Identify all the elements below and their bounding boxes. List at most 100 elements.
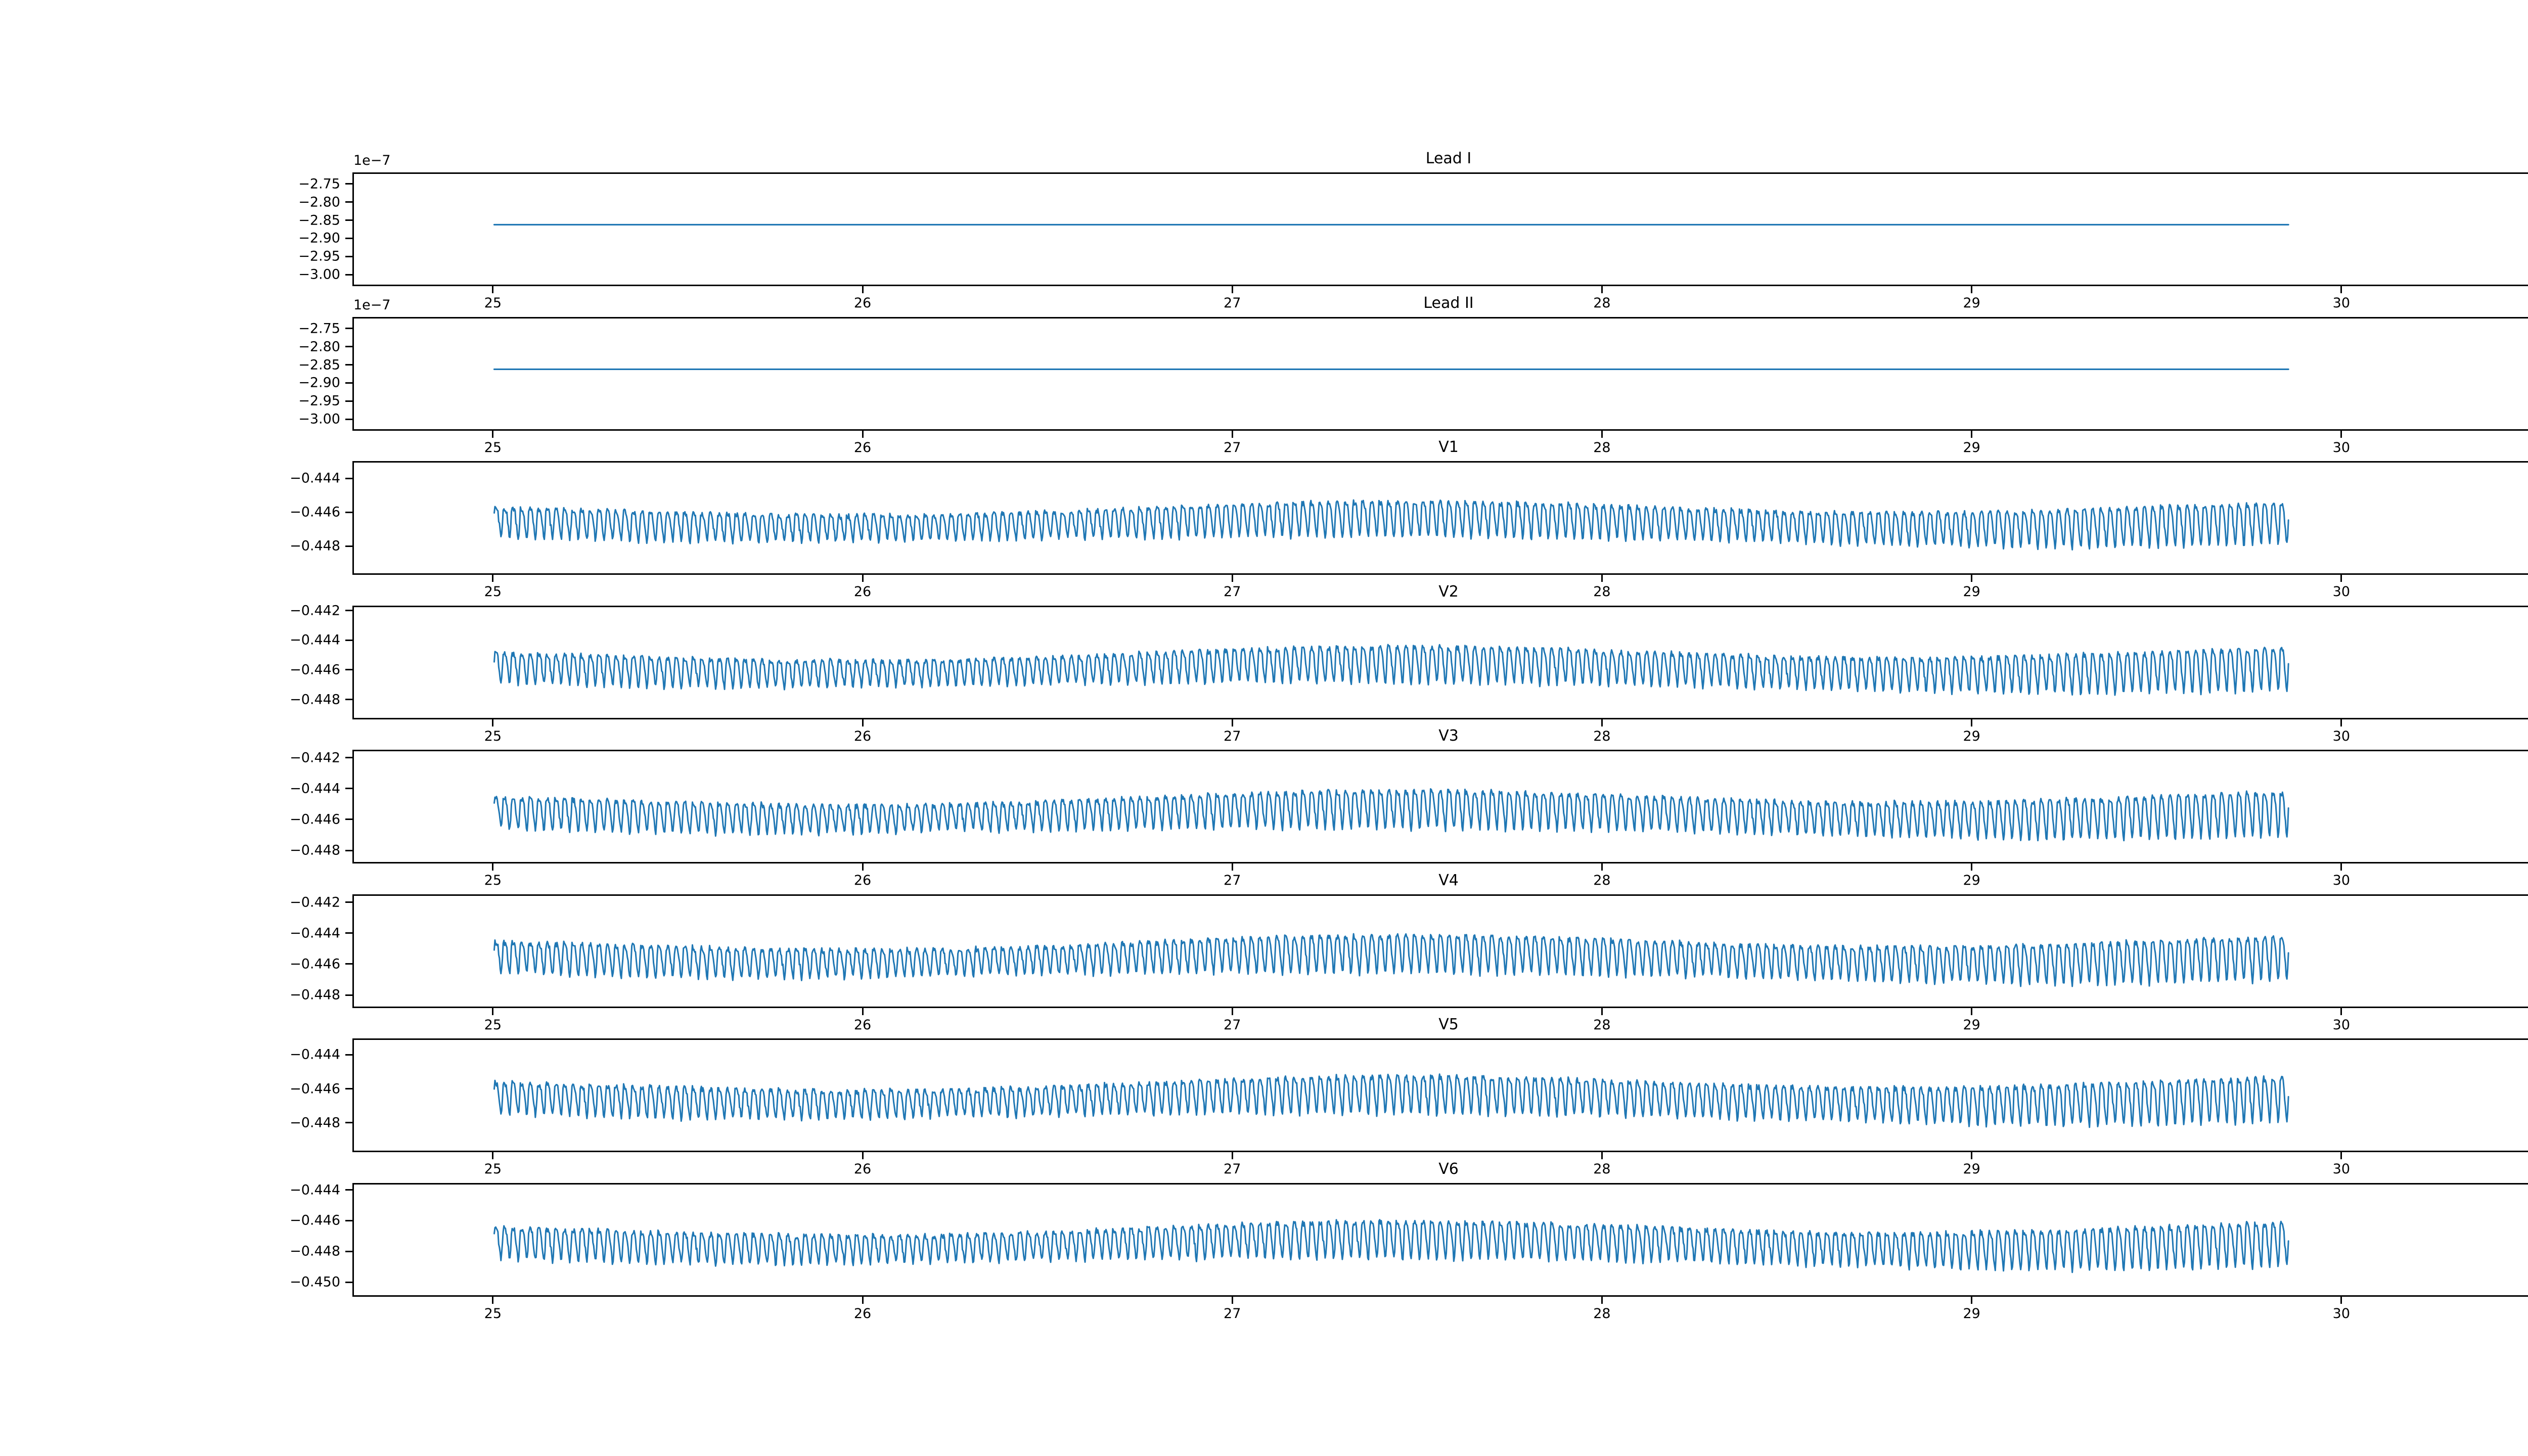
y-tick-label: −0.444 [290, 925, 340, 941]
signal-trace [493, 644, 2289, 696]
y-tick-mark [345, 669, 352, 671]
y-tick-label: −2.75 [298, 321, 340, 337]
y-tick-mark [345, 699, 352, 700]
x-tick-label: 27 [1224, 873, 1241, 888]
y-tick-label: −0.446 [290, 662, 340, 678]
x-tick-label: 26 [853, 1306, 872, 1322]
y-tick-label: −2.95 [298, 248, 340, 264]
x-tick-label: 28 [1593, 295, 1611, 311]
panel-title: Lead I [1425, 150, 1472, 167]
y-tick-label: −0.446 [290, 504, 340, 520]
x-tick-label: 28 [1593, 873, 1611, 888]
y-tick-mark [345, 382, 352, 384]
x-tick-mark [1971, 863, 1973, 871]
y-tick-mark [345, 818, 352, 821]
y-tick-mark [345, 418, 352, 420]
x-tick-label: 26 [853, 295, 872, 311]
x-tick-mark [862, 719, 864, 726]
signal-trace [493, 1219, 2289, 1273]
plot-area [352, 172, 2528, 286]
y-tick-label: −0.444 [290, 1046, 340, 1063]
plot-area [352, 606, 2528, 719]
x-tick-label: 27 [1224, 1017, 1241, 1033]
y-tick-mark [345, 963, 352, 965]
y-axis-offset-label: 1e−7 [353, 297, 391, 313]
x-tick-mark [1231, 575, 1233, 582]
x-tick-mark [1231, 1152, 1233, 1159]
x-tick-label: 27 [1224, 729, 1241, 744]
x-tick-label: 29 [1963, 295, 1980, 311]
x-tick-label: 28 [1593, 440, 1611, 456]
x-tick-mark [492, 719, 494, 726]
x-tick-mark [1601, 1152, 1603, 1159]
y-tick-label: −2.80 [298, 339, 340, 355]
y-tick-mark [345, 639, 352, 641]
y-tick-label: −0.442 [290, 750, 340, 766]
x-tick-label: 26 [853, 873, 872, 888]
x-tick-mark [1601, 431, 1603, 438]
x-tick-label: 27 [1224, 440, 1241, 456]
y-tick-mark [345, 610, 352, 612]
x-tick-mark [492, 286, 494, 293]
plot-area [352, 1038, 2528, 1152]
x-tick-mark [1971, 1152, 1973, 1159]
x-tick-label: 26 [853, 1161, 872, 1177]
x-tick-label: 25 [484, 729, 502, 744]
y-tick-mark [345, 328, 352, 330]
x-tick-mark [1971, 719, 1973, 726]
x-tick-mark [1231, 863, 1233, 871]
y-tick-mark [345, 219, 352, 221]
y-tick-label: −0.444 [290, 470, 340, 486]
y-tick-label: −0.446 [290, 811, 340, 828]
y-tick-label: −2.85 [298, 212, 340, 229]
y-tick-label: −0.444 [290, 632, 340, 648]
x-tick-label: 27 [1224, 295, 1241, 311]
x-tick-mark [2340, 1297, 2342, 1304]
plot-area [352, 750, 2528, 863]
y-tick-label: −0.448 [290, 842, 340, 858]
y-tick-mark [345, 901, 352, 903]
y-tick-label: −0.448 [290, 692, 340, 707]
x-tick-label: 25 [484, 440, 502, 456]
y-tick-mark [345, 477, 352, 479]
x-tick-label: 25 [484, 584, 502, 600]
x-tick-mark [1971, 431, 1973, 438]
panel-title: V1 [1438, 438, 1459, 456]
y-tick-label: −0.442 [290, 603, 340, 619]
x-tick-label: 30 [2332, 873, 2351, 888]
y-tick-label: −2.90 [298, 230, 340, 246]
y-tick-label: −3.00 [298, 411, 340, 427]
y-tick-label: −0.446 [290, 1081, 340, 1097]
y-tick-label: −0.448 [290, 987, 340, 1003]
x-tick-mark [1971, 1297, 1973, 1304]
x-tick-label: 28 [1593, 1161, 1611, 1177]
x-tick-mark [2340, 1008, 2342, 1015]
plot-area [352, 461, 2528, 575]
x-tick-mark [492, 575, 494, 582]
x-tick-label: 30 [2332, 440, 2351, 456]
x-tick-label: 28 [1593, 584, 1611, 600]
y-tick-mark [345, 994, 352, 996]
y-tick-mark [345, 1054, 352, 1056]
x-tick-label: 30 [2332, 729, 2351, 744]
x-tick-mark [862, 431, 864, 438]
y-tick-label: −0.448 [290, 538, 340, 554]
panel-title: V5 [1438, 1016, 1459, 1033]
x-tick-label: 26 [853, 584, 872, 600]
x-tick-mark [2340, 575, 2342, 582]
signal-trace [493, 499, 2289, 551]
plot-area [352, 317, 2528, 431]
y-tick-mark [345, 364, 352, 366]
x-tick-mark [862, 1297, 864, 1304]
x-tick-mark [1231, 1008, 1233, 1015]
y-tick-label: −2.75 [298, 176, 340, 192]
y-tick-mark [345, 237, 352, 239]
x-tick-mark [862, 863, 864, 871]
y-tick-mark [345, 255, 352, 257]
